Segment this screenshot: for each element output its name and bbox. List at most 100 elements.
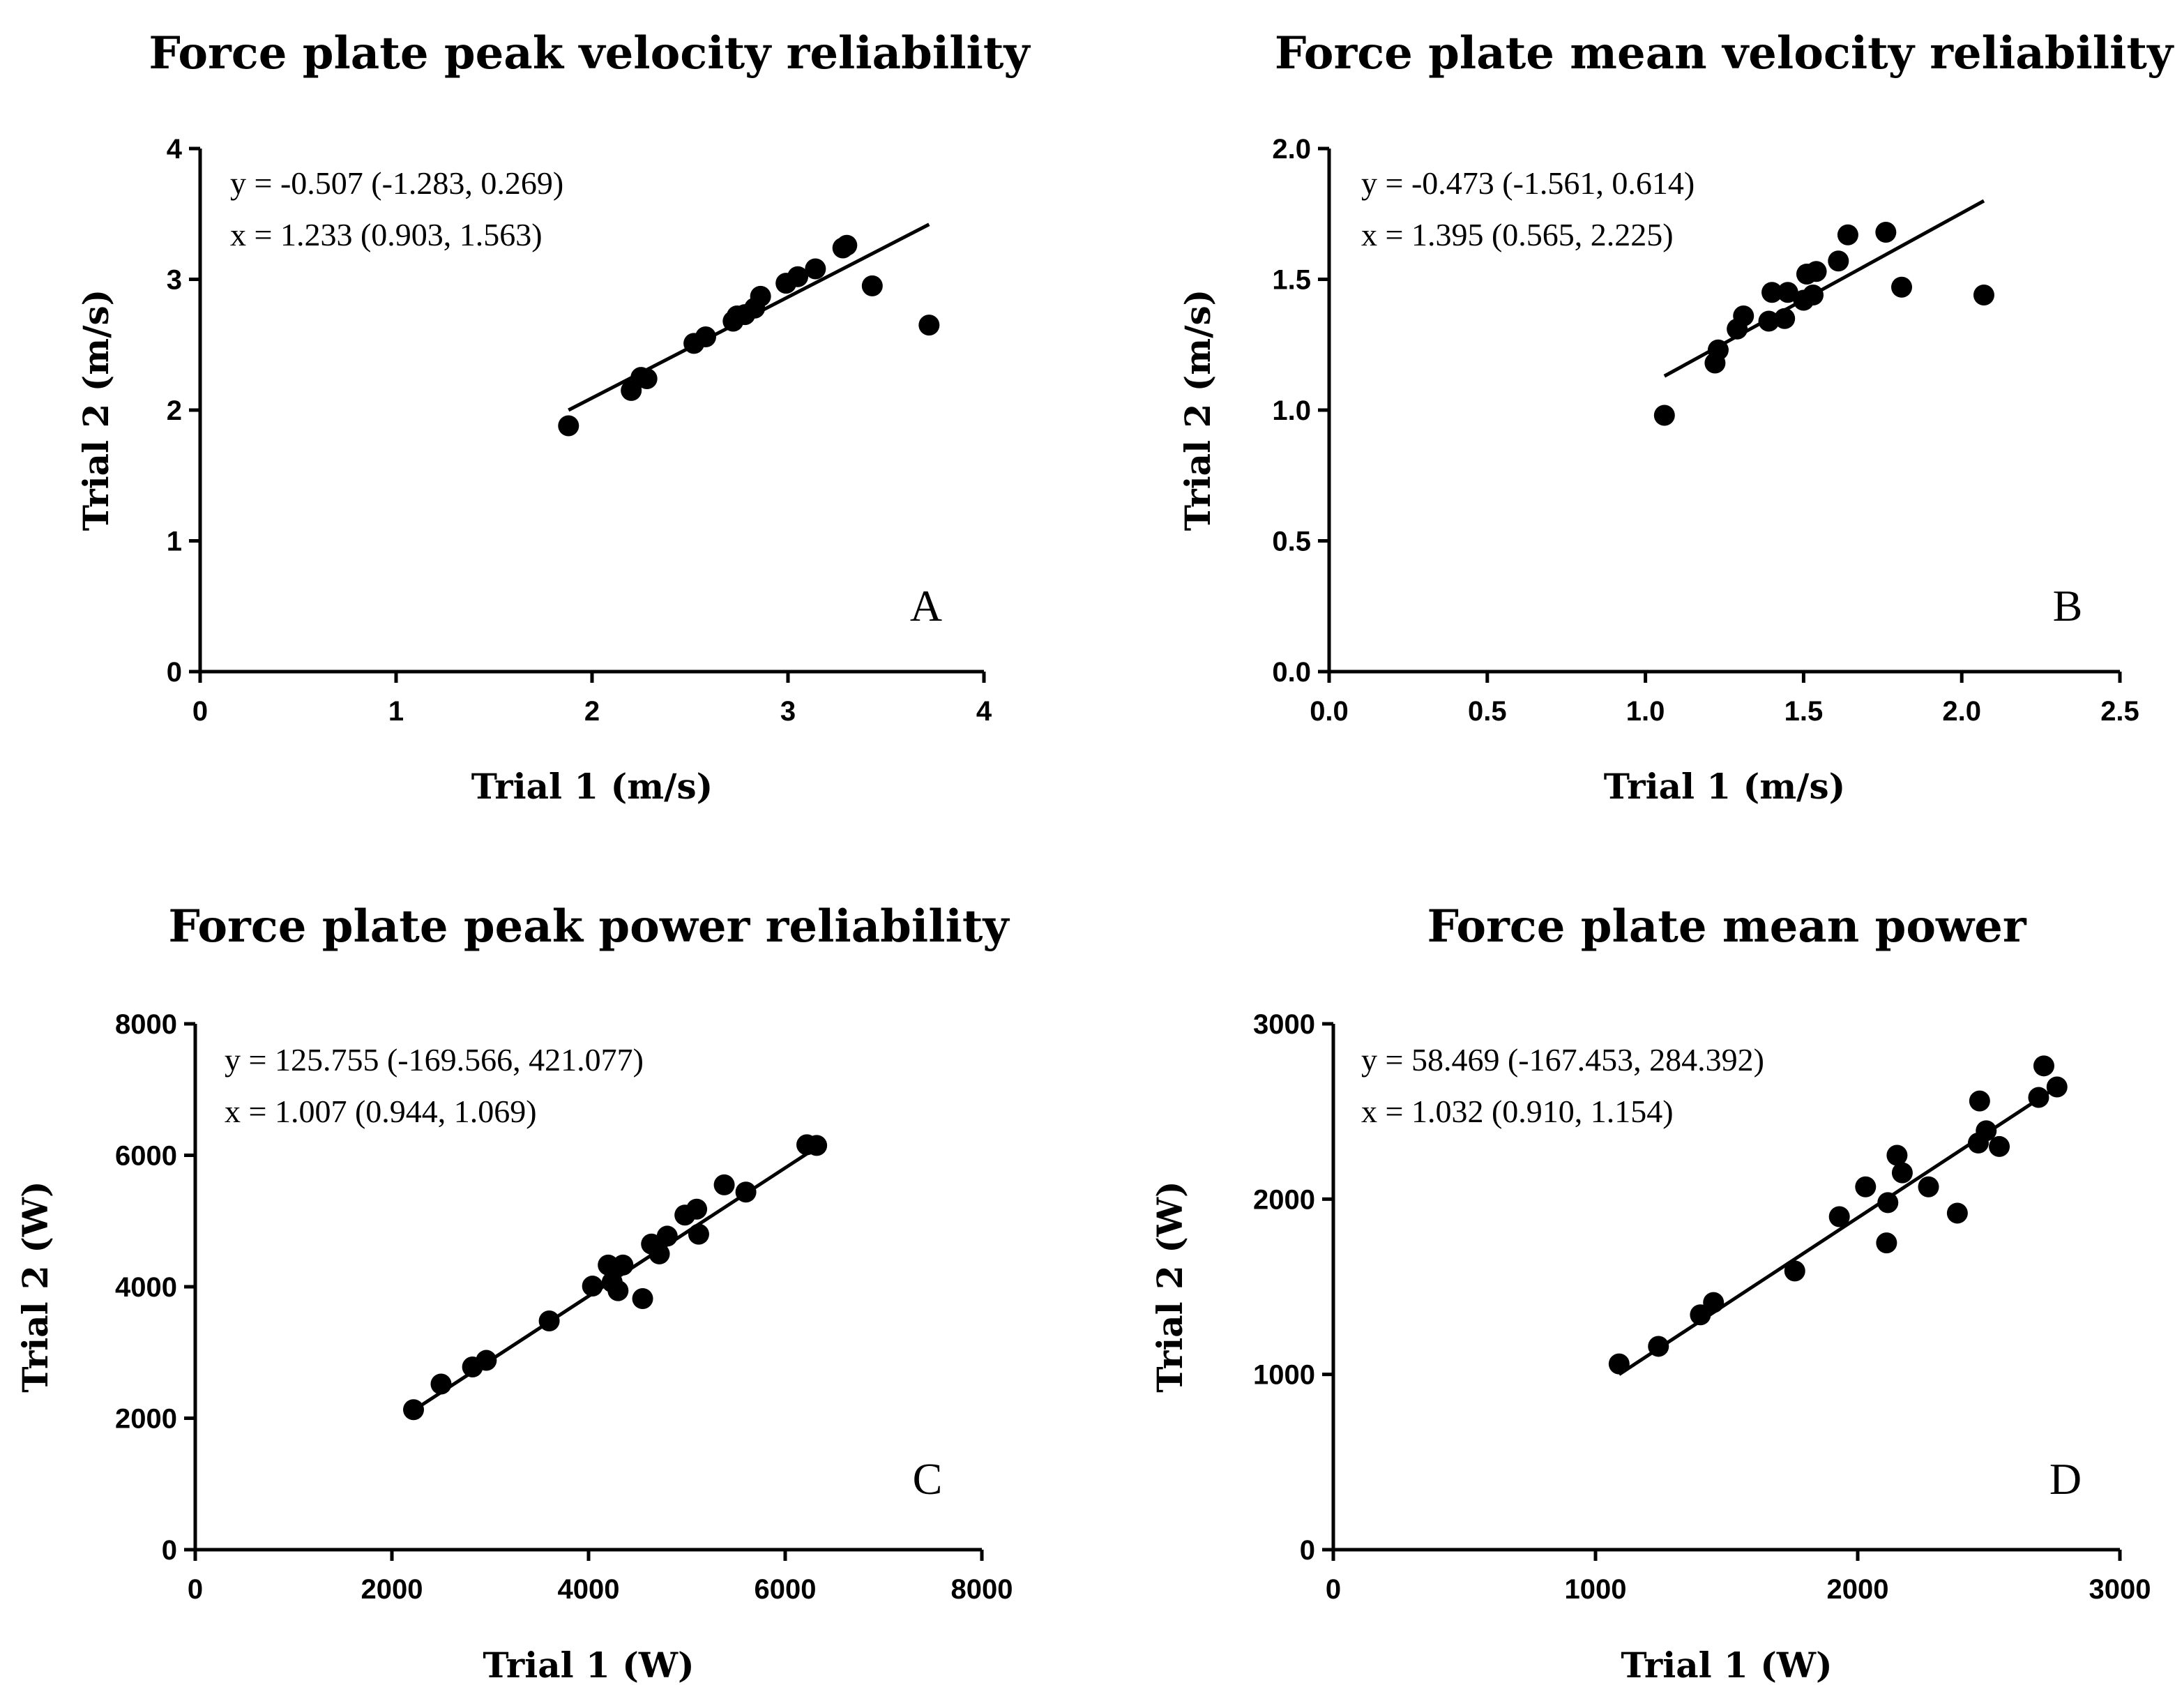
chart-panel-c: Force plate peak power reliability 0 2000 4… xyxy=(15,900,1013,1686)
data-point xyxy=(1891,276,1913,298)
y-tick-label: 4 xyxy=(167,134,183,165)
y-tick-label: 8000 xyxy=(115,1009,177,1040)
y-axis-label: Trial 2 (W) xyxy=(15,1181,56,1392)
chart-title: Force plate mean power xyxy=(1427,900,2026,953)
x-tick-label: 2000 xyxy=(1827,1574,1889,1605)
data-point xyxy=(1608,1353,1630,1375)
y-axis-label: Trial 2 (m/s) xyxy=(1177,289,1218,531)
x-tick-label: 2000 xyxy=(361,1574,423,1605)
data-point xyxy=(1774,308,1796,329)
data-point xyxy=(1805,261,1827,282)
regression-annotation: y = 125.755 (-169.566, 421.077) xyxy=(225,1042,644,1078)
data-point xyxy=(1877,1192,1899,1214)
data-point xyxy=(1777,282,1798,303)
data-point xyxy=(649,1243,670,1264)
regression-annotation: x = 1.233 (0.903, 1.563) xyxy=(230,217,543,252)
chart-panel-b: Force plate mean velocity reliability 0.0… xyxy=(1177,27,2174,807)
data-point xyxy=(1761,282,1783,303)
x-tick-label: 0.5 xyxy=(1468,696,1507,727)
x-axis-label: Trial 1 (m/s) xyxy=(1604,766,1846,807)
x-tick-label: 6000 xyxy=(755,1574,817,1605)
x-tick-label: 2 xyxy=(584,696,600,727)
data-point xyxy=(598,1254,619,1276)
data-point xyxy=(1989,1135,2010,1157)
data-point xyxy=(836,234,858,256)
data-point xyxy=(787,266,809,287)
data-point xyxy=(1803,285,1824,305)
data-point xyxy=(688,1223,709,1245)
x-tick-label: 1.5 xyxy=(1784,696,1824,727)
data-point xyxy=(1733,305,1755,326)
data-point xyxy=(1886,1144,1908,1166)
x-tick-label: 3 xyxy=(780,696,796,727)
x-axis-label: Trial 1 (m/s) xyxy=(471,766,713,807)
x-tick-label: 4000 xyxy=(558,1574,620,1605)
data-point xyxy=(2028,1087,2049,1108)
y-tick-label: 0 xyxy=(162,1535,177,1566)
x-tick-label: 0.0 xyxy=(1310,696,1349,727)
chart-title: Force plate mean velocity reliability xyxy=(1275,27,2174,80)
regression-annotation: x = 1.007 (0.944, 1.069) xyxy=(225,1094,537,1129)
data-point xyxy=(918,315,940,336)
data-point xyxy=(1837,224,1858,245)
y-tick-label: 6000 xyxy=(115,1141,177,1172)
chart-panel-a: Force plate peak velocity reliability 0 1 2… xyxy=(75,27,1031,807)
panel-letter: A xyxy=(910,581,942,630)
data-point xyxy=(861,275,883,296)
data-point xyxy=(538,1310,560,1332)
data-point xyxy=(607,1280,629,1301)
data-point xyxy=(1855,1176,1877,1197)
data-point xyxy=(656,1225,678,1247)
data-point xyxy=(1973,285,1994,305)
data-point xyxy=(1828,250,1849,272)
y-tick-label: 1 xyxy=(167,527,182,557)
data-point xyxy=(2046,1076,2068,1098)
data-point xyxy=(1707,339,1729,361)
x-axis-label: Trial 1 (W) xyxy=(483,1645,694,1686)
data-point xyxy=(1653,405,1675,426)
panel-letter: D xyxy=(2049,1454,2082,1504)
regression-annotation: y = -0.507 (-1.283, 0.269) xyxy=(230,165,563,201)
y-tick-label: 2000 xyxy=(115,1404,177,1435)
data-point xyxy=(1784,1260,1805,1282)
data-point xyxy=(1758,310,1780,332)
y-tick-label: 2.0 xyxy=(1272,134,1311,165)
x-tick-label: 2.5 xyxy=(2100,696,2139,727)
data-point xyxy=(805,258,826,280)
regression-annotation: x = 1.032 (0.910, 1.154) xyxy=(1361,1094,1674,1129)
y-tick-label: 1.5 xyxy=(1272,265,1311,296)
regression-annotation: y = -0.473 (-1.561, 0.614) xyxy=(1361,165,1695,201)
x-tick-label: 4 xyxy=(976,696,992,727)
data-point xyxy=(476,1350,497,1371)
data-point xyxy=(1703,1292,1725,1313)
y-tick-label: 0 xyxy=(1300,1535,1315,1566)
chart-title: Force plate peak velocity reliability xyxy=(149,27,1031,80)
y-tick-label: 3000 xyxy=(1253,1009,1315,1040)
data-point xyxy=(686,1198,708,1220)
x-axis-label: Trial 1 (W) xyxy=(1621,1645,1832,1686)
data-point xyxy=(806,1135,828,1156)
data-point xyxy=(612,1254,634,1276)
data-point xyxy=(695,326,716,347)
data-point xyxy=(1648,1336,1669,1357)
data-point xyxy=(1946,1202,1968,1224)
x-tick-label: 1 xyxy=(388,696,404,727)
chart-title: Force plate peak power reliability xyxy=(168,900,1010,953)
data-point xyxy=(1891,1162,1913,1184)
y-tick-label: 2000 xyxy=(1253,1184,1315,1215)
data-point xyxy=(582,1276,603,1297)
data-point xyxy=(1969,1090,1990,1112)
data-point xyxy=(2033,1055,2054,1077)
regression-annotation: y = 58.469 (-167.453, 284.392) xyxy=(1361,1042,1764,1078)
y-tick-label: 4000 xyxy=(115,1272,177,1303)
data-point xyxy=(1876,1232,1897,1254)
chart-panel-d: Force plate mean power 0 1000 2000 3000 0 1000… xyxy=(1149,900,2151,1686)
data-point xyxy=(636,368,658,389)
data-point xyxy=(1690,1304,1711,1326)
y-tick-label: 2 xyxy=(167,395,182,426)
data-point xyxy=(403,1399,425,1421)
data-point xyxy=(1918,1176,1939,1197)
y-tick-label: 3 xyxy=(167,265,182,296)
y-axis-label: Trial 2 (m/s) xyxy=(75,289,116,531)
